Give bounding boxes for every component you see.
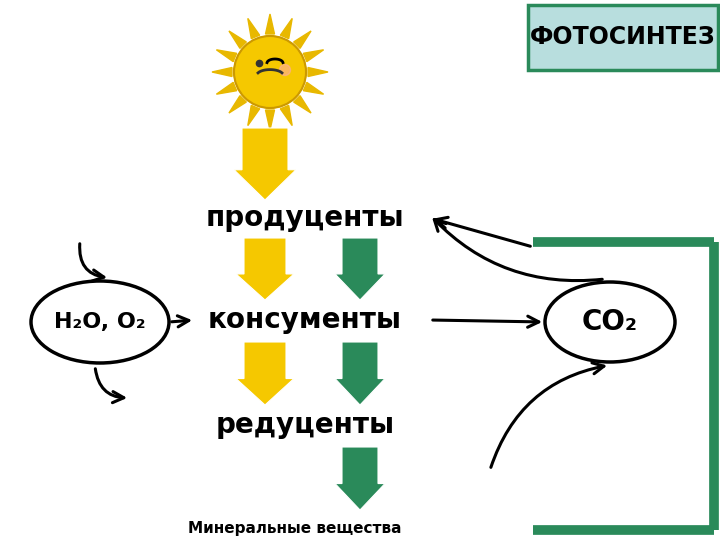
Polygon shape (308, 68, 328, 77)
Polygon shape (236, 238, 294, 300)
Text: CO₂: CO₂ (582, 308, 638, 336)
Circle shape (234, 36, 306, 108)
Polygon shape (335, 238, 385, 300)
Polygon shape (280, 105, 292, 126)
Polygon shape (217, 83, 237, 94)
Polygon shape (236, 342, 294, 405)
Polygon shape (212, 68, 232, 77)
Polygon shape (335, 447, 385, 510)
Polygon shape (266, 14, 274, 34)
Text: консументы: консументы (208, 306, 402, 334)
Text: продуценты: продуценты (206, 204, 405, 232)
Polygon shape (303, 50, 323, 62)
Polygon shape (248, 18, 260, 39)
Ellipse shape (31, 281, 169, 363)
Text: редуценты: редуценты (215, 411, 395, 439)
Polygon shape (217, 50, 237, 62)
Polygon shape (248, 105, 260, 126)
Circle shape (279, 64, 290, 76)
Text: H₂O, O₂: H₂O, O₂ (54, 312, 146, 332)
Polygon shape (229, 96, 246, 113)
Polygon shape (280, 18, 292, 39)
Polygon shape (335, 342, 385, 405)
Polygon shape (303, 83, 323, 94)
FancyBboxPatch shape (528, 5, 718, 70)
Polygon shape (229, 31, 246, 48)
Polygon shape (266, 110, 274, 130)
Polygon shape (294, 96, 311, 113)
Polygon shape (294, 31, 311, 48)
Polygon shape (234, 128, 296, 200)
Text: ФОТОСИНТЕЗ: ФОТОСИНТЕЗ (530, 25, 716, 50)
Ellipse shape (545, 282, 675, 362)
Text: Минеральные вещества: Минеральные вещества (188, 521, 402, 536)
